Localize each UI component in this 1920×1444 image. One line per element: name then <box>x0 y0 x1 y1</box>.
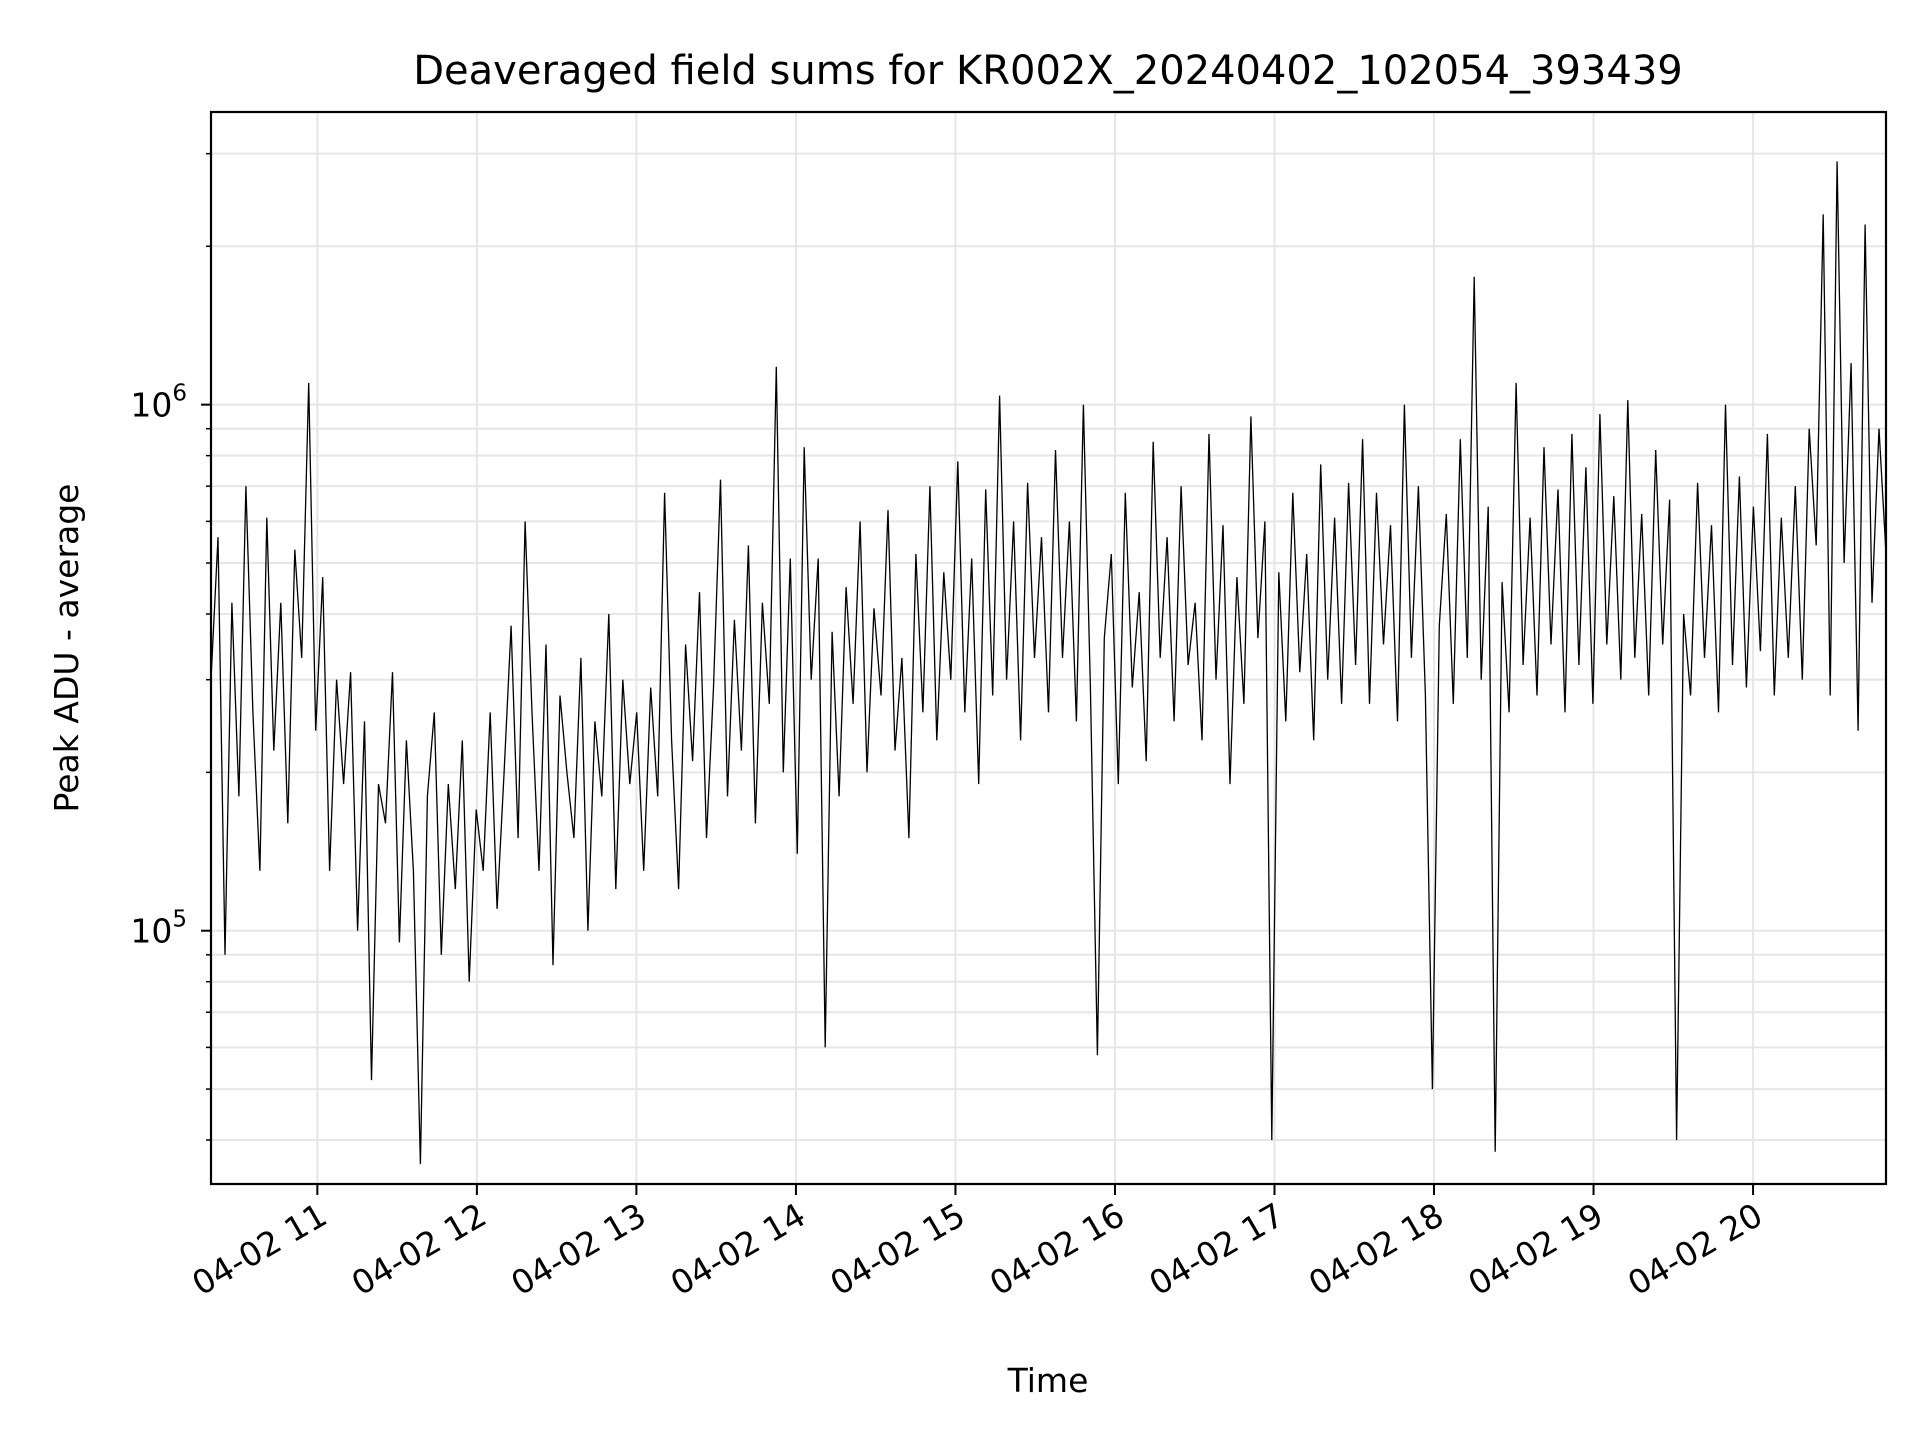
plot-frame <box>209 110 1888 1186</box>
x-axis-label: Time <box>1007 1361 1089 1400</box>
y-tick-label: 105 <box>130 907 187 951</box>
grid-lines <box>211 112 1886 1184</box>
chart-title: Deaveraged field sums for KR002X_2024040… <box>413 48 1682 94</box>
y-tick-label: 106 <box>130 381 187 425</box>
series-line-0 <box>210 161 1887 1165</box>
y-axis-ticks: 105 106 <box>130 152 211 1141</box>
series-layer <box>210 161 1887 1165</box>
y-axis-label: Peak ADU - average <box>47 484 86 813</box>
